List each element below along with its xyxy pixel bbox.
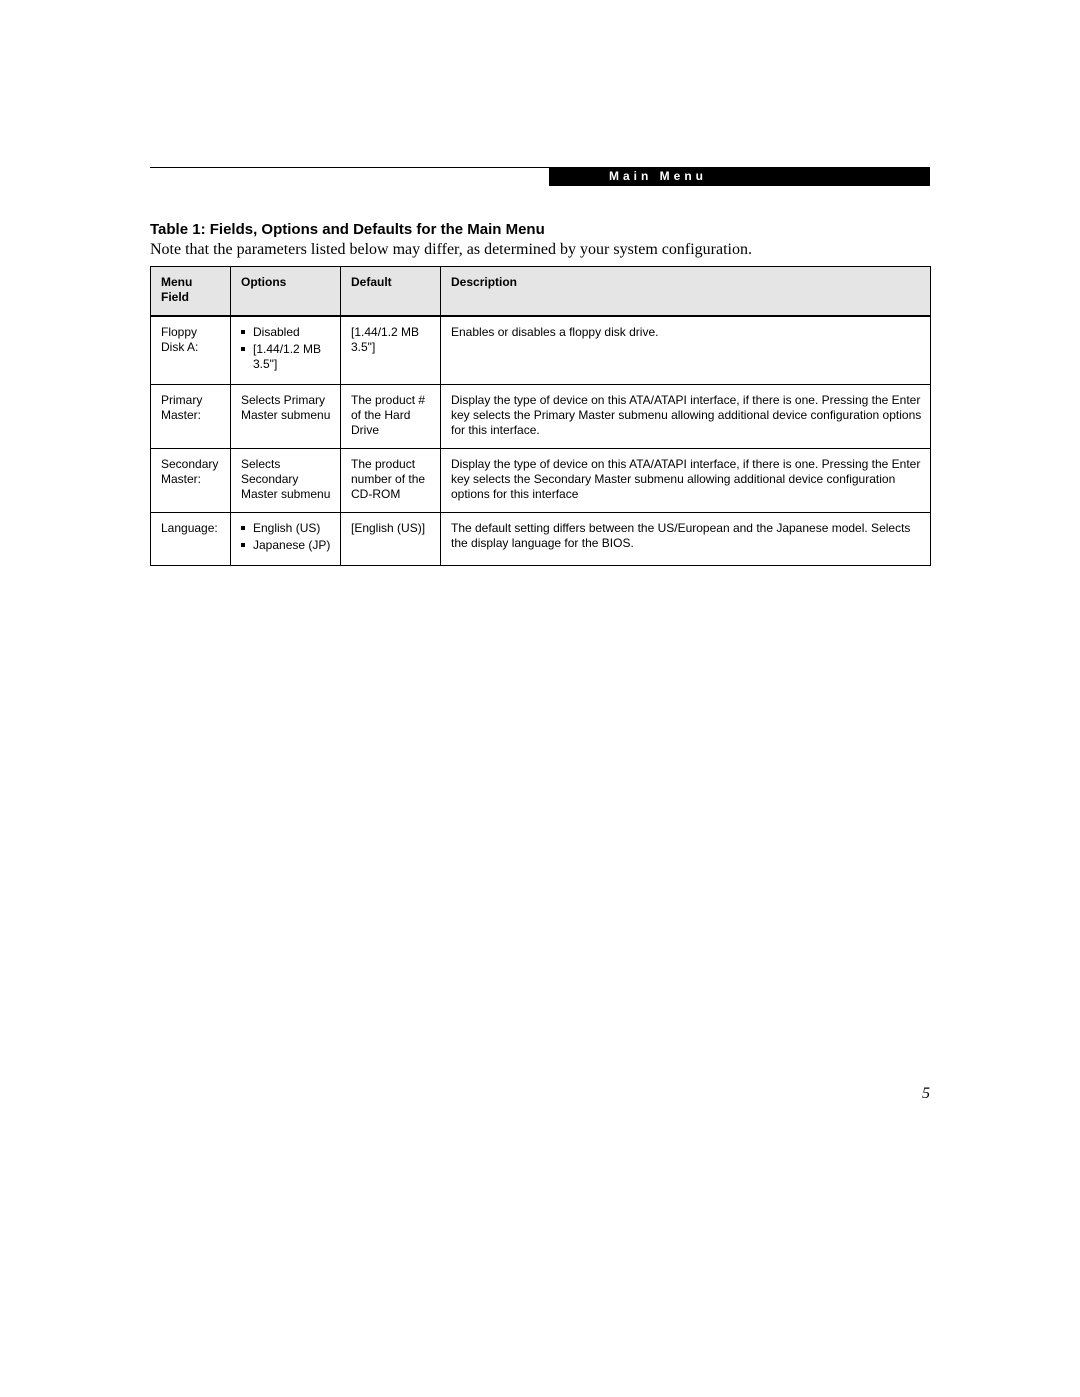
cell-menu-field: Language: <box>151 513 231 566</box>
page-number: 5 <box>922 1085 930 1103</box>
cell-default: The product # of the Hard Drive <box>341 385 441 449</box>
table-note: Note that the parameters listed below ma… <box>150 241 752 259</box>
cell-description: Display the type of device on this ATA/A… <box>441 385 931 449</box>
options-list: English (US) Japanese (JP) <box>241 521 332 553</box>
main-menu-table: Menu Field Options Default Description F… <box>150 266 931 566</box>
table-header-row: Menu Field Options Default Description <box>151 267 931 317</box>
table-row: Floppy Disk A: Disabled [1.44/1.2 MB 3.5… <box>151 316 931 385</box>
col-menu-field: Menu Field <box>151 267 231 317</box>
col-default: Default <box>341 267 441 317</box>
cell-description: Display the type of device on this ATA/A… <box>441 449 931 513</box>
options-list: Disabled [1.44/1.2 MB 3.5"] <box>241 325 332 372</box>
cell-default: [English (US)] <box>341 513 441 566</box>
cell-description: Enables or disables a floppy disk drive. <box>441 316 931 385</box>
option-item: Japanese (JP) <box>241 538 332 553</box>
col-options: Options <box>231 267 341 317</box>
cell-default: The product number of the CD-ROM <box>341 449 441 513</box>
cell-options: Selects Secondary Master submenu <box>231 449 341 513</box>
table-container: Menu Field Options Default Description F… <box>150 266 930 566</box>
col-description: Description <box>441 267 931 317</box>
cell-options: Disabled [1.44/1.2 MB 3.5"] <box>231 316 341 385</box>
table-row: Language: English (US) Japanese (JP) [En… <box>151 513 931 566</box>
option-item: Disabled <box>241 325 332 340</box>
cell-options: Selects Primary Master submenu <box>231 385 341 449</box>
cell-description: The default setting differs between the … <box>441 513 931 566</box>
page: Main Menu Table 1: Fields, Options and D… <box>0 0 1080 1397</box>
table-row: Primary Master: Selects Primary Master s… <box>151 385 931 449</box>
cell-menu-field: Floppy Disk A: <box>151 316 231 385</box>
section-chip: Main Menu <box>549 167 930 186</box>
cell-default: [1.44/1.2 MB 3.5"] <box>341 316 441 385</box>
table-title: Table 1: Fields, Options and Defaults fo… <box>150 221 545 238</box>
option-item: [1.44/1.2 MB 3.5"] <box>241 342 332 372</box>
cell-menu-field: Primary Master: <box>151 385 231 449</box>
cell-menu-field: Secondary Master: <box>151 449 231 513</box>
cell-options: English (US) Japanese (JP) <box>231 513 341 566</box>
table-row: Secondary Master: Selects Secondary Mast… <box>151 449 931 513</box>
option-item: English (US) <box>241 521 332 536</box>
